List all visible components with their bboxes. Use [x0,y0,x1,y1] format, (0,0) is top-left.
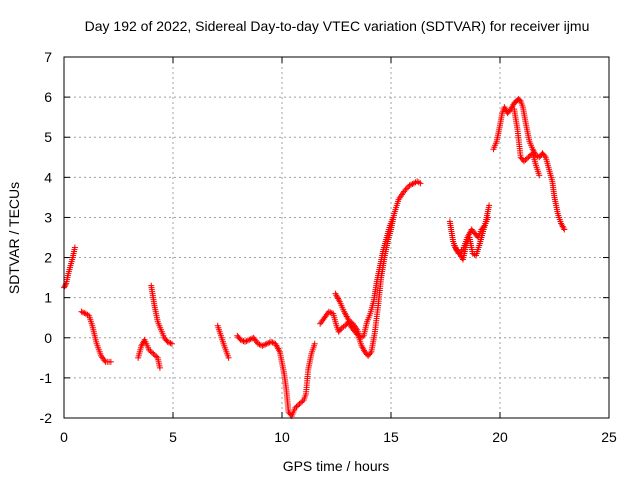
chart-title: Day 192 of 2022, Sidereal Day-to-day VTE… [85,18,590,34]
data-point [327,309,334,316]
data-point [243,338,250,345]
y-tick-label: 4 [44,169,52,185]
data-point [455,250,462,257]
y-tick-label: 0 [44,330,52,346]
data-point [249,335,256,342]
data-points [61,96,568,419]
data-point [458,247,465,254]
data-point [164,338,171,345]
data-point [520,158,527,165]
y-tick-label: 6 [44,89,52,105]
y-tick-label: -1 [40,370,53,386]
data-point [61,283,68,290]
data-point [299,398,306,405]
data-point [78,308,85,315]
data-point [407,181,414,188]
data-point [457,249,464,256]
data-point [150,350,157,357]
data-point [485,214,492,221]
data-point [259,342,266,349]
data-point [62,281,69,288]
data-point [296,400,303,407]
data-point [244,337,251,344]
data-point [147,348,154,355]
data-point [246,336,253,343]
data-point [241,338,248,345]
x-axis-label: GPS time / hours [283,458,390,474]
data-point [406,182,413,189]
data-point [225,354,232,361]
data-point [325,308,332,315]
data-point [311,340,318,347]
data-point [168,340,175,347]
x-tick-label: 10 [274,429,290,445]
data-point [151,352,158,359]
data-point [292,404,299,411]
data-point [256,341,263,348]
data-point [480,223,487,230]
data-point [148,349,155,356]
data-point [417,180,424,187]
data-point [516,97,523,104]
data-point [345,316,352,323]
x-tick-label: 0 [60,429,68,445]
x-tick-label: 20 [492,429,508,445]
data-point [294,402,301,409]
data-point [561,226,568,233]
data-point [156,364,163,371]
data-point [367,350,374,357]
data-point [79,309,86,316]
y-tick-label: 3 [44,209,52,225]
data-point [255,340,262,347]
data-point [293,403,300,410]
data-point [348,319,355,326]
data-point [522,156,529,163]
y-tick-label: 5 [44,129,52,145]
y-tick-label: -2 [40,410,53,426]
data-point [525,154,532,161]
x-tick-label: 5 [169,429,177,445]
data-point [297,399,304,406]
data-point [346,318,353,325]
tick-labels: 0 5 10 15 20 25 -2 -1 0 1 2 3 4 5 6 7 [40,49,617,445]
data-point [523,155,530,162]
data-point [526,152,533,159]
y-tick-label: 2 [44,250,52,266]
data-point [265,340,272,347]
data-point [269,339,276,346]
data-point [536,172,543,179]
data-point [146,346,153,353]
y-tick-label: 1 [44,290,52,306]
data-point [486,202,493,209]
data-point [107,358,114,365]
data-point [153,353,160,360]
y-axis-label: SDTVAR / TECUs [6,182,22,294]
data-point [260,342,267,349]
data-point [237,336,244,343]
data-point [167,340,174,347]
data-point [239,337,246,344]
data-point [71,244,78,251]
data-point [263,340,270,347]
data-point [262,341,269,348]
data-point [390,214,397,221]
x-tick-label: 15 [383,429,399,445]
data-point [268,338,275,345]
y-tick-label: 7 [44,49,52,65]
data-point [166,339,173,346]
x-tick-label: 25 [601,429,617,445]
plot-frame [63,56,610,419]
data-point [541,152,548,159]
data-point [81,310,88,317]
data-point [409,181,416,188]
